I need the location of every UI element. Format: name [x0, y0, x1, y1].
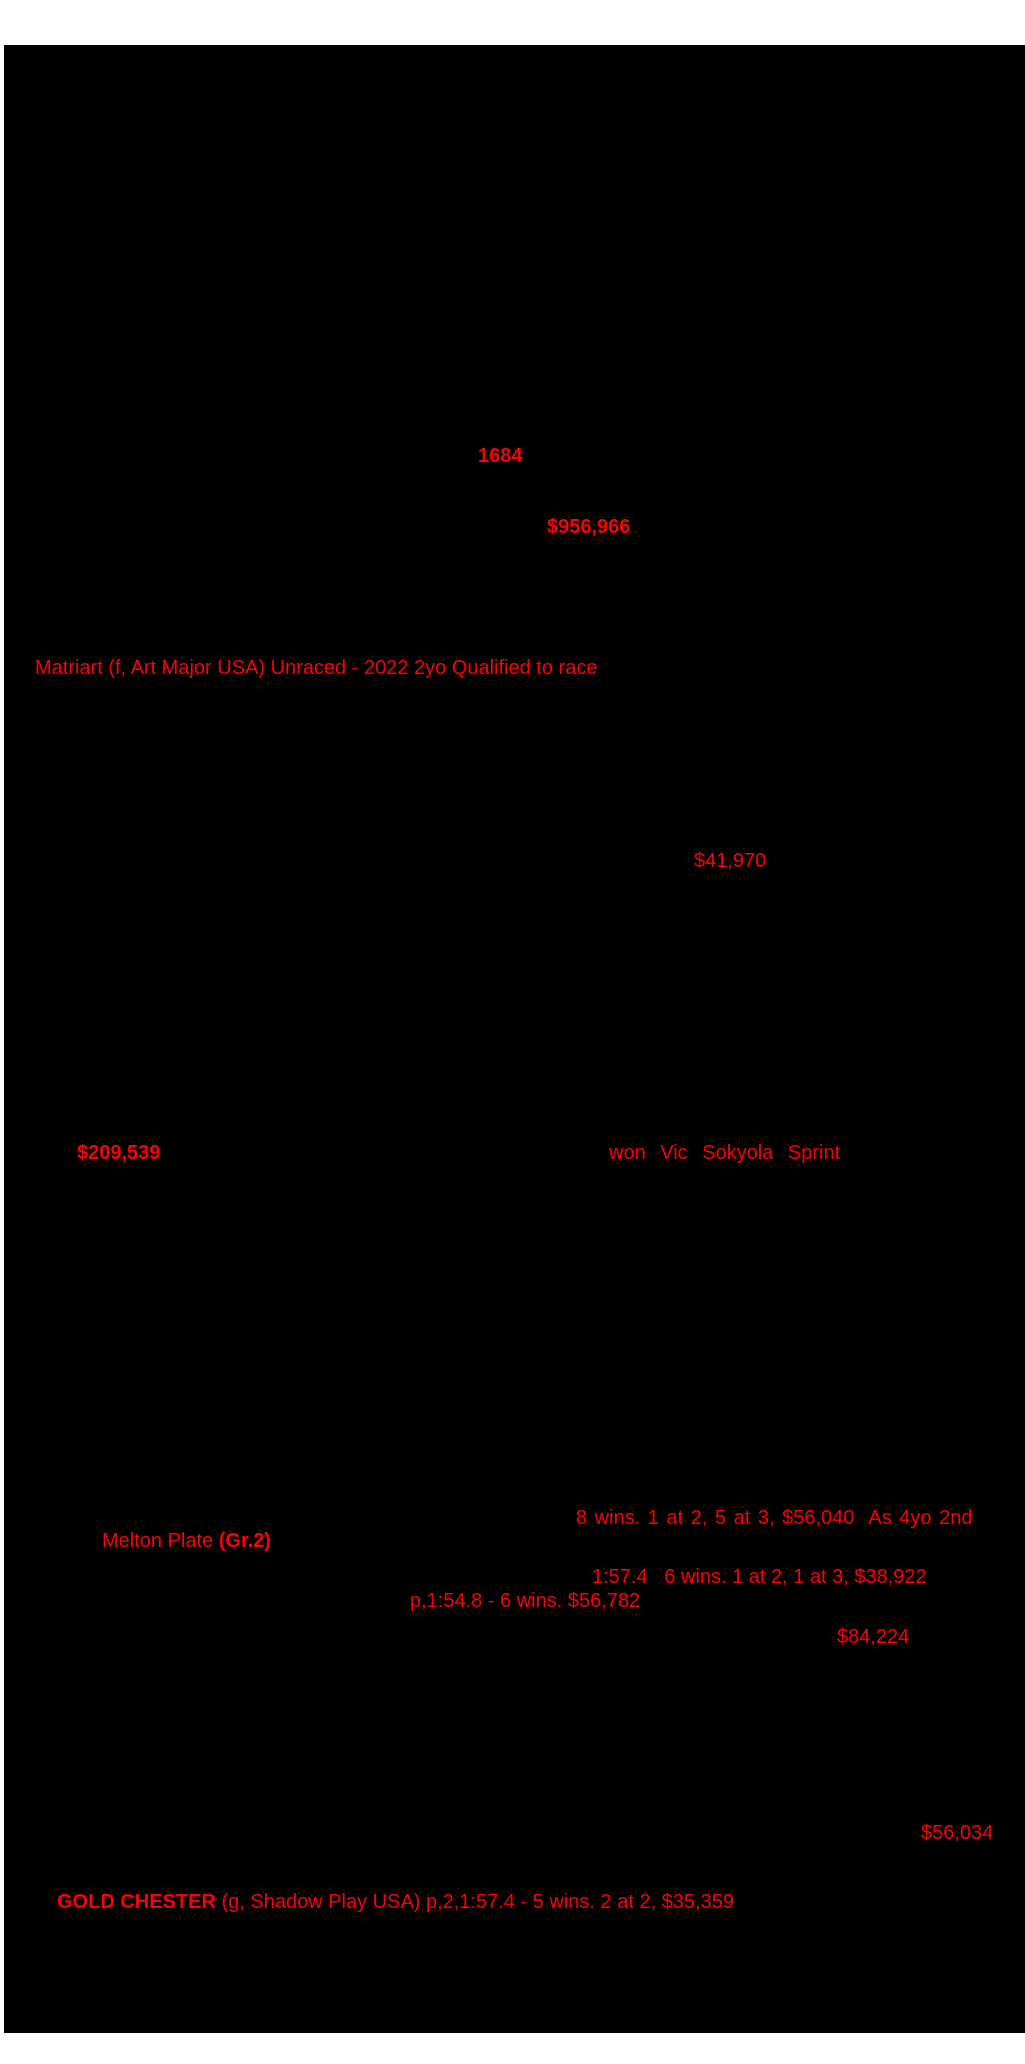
race-grade-badge: (Gr.2)	[218, 1530, 271, 1552]
update-line-gold-chester: GOLD CHESTER (g, Shadow Play USA) p,2,1:…	[57, 1891, 734, 1914]
earnings-figure-84224: $84,224	[837, 1626, 910, 1648]
earnings-figure-209539: $209,539	[77, 1142, 161, 1164]
earnings-total: $956,966	[547, 516, 631, 538]
earnings-figure-56034: $56,034	[921, 1822, 994, 1844]
record-line-8-wins: 8 wins. 1 at 2, 5 at 3, $56,040 As 4yo 2…	[576, 1507, 973, 1529]
race-name-melton-plate: Melton Plate (Gr.2)	[102, 1530, 271, 1553]
record-line-6-wins-154: p,1:54.8 - 6 wins. $56,782	[410, 1590, 641, 1612]
race-name-text: Melton Plate	[102, 1530, 219, 1552]
redacted-page-body	[4, 45, 1025, 2033]
horse-name-gold-chester: GOLD CHESTER	[57, 1891, 216, 1913]
earnings-figure-41970: $41,970	[694, 850, 767, 872]
lot-number: 1684	[478, 445, 523, 467]
update-line-matriart: Matriart (f, Art Major USA) Unraced - 20…	[35, 657, 598, 679]
race-won-line: won Vic Sokyola Sprint	[609, 1142, 841, 1164]
record-line-6-wins-157: 1:57.4 6 wins. 1 at 2, 1 at 3, $38,922	[592, 1566, 927, 1588]
gold-chester-record-text: (g, Shadow Play USA) p,2,1:57.4 - 5 wins…	[215, 1891, 734, 1913]
